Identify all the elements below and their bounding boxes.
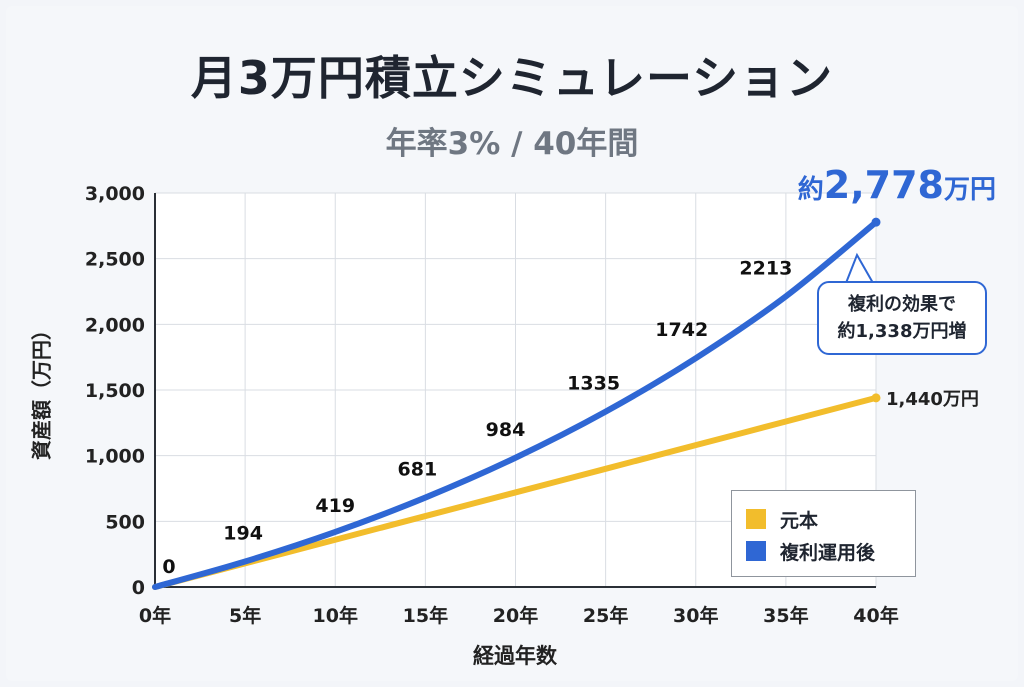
x-tick-label: 0年 <box>139 604 171 627</box>
compound-end-point <box>871 217 881 227</box>
final-value-suffix: 万円 <box>943 175 996 205</box>
y-tick-label: 1,500 <box>85 380 145 402</box>
callout-line-1: 複利の効果で <box>848 294 956 315</box>
y-tick-label: 3,000 <box>85 183 145 205</box>
series-line-compound <box>152 219 879 590</box>
y-tick-label: 2,500 <box>85 249 145 271</box>
final-value-prefix: 約 <box>797 175 824 205</box>
x-tick-label: 20年 <box>493 604 538 627</box>
legend-item-principal: 元本 <box>746 507 819 532</box>
data-label: 681 <box>398 459 438 481</box>
data-labels: 0 194 419 681 984 1335 1742 2213 <box>162 257 792 578</box>
data-label: 1335 <box>567 373 620 395</box>
end-labels: 1,440万円 <box>871 217 979 410</box>
chart-title: 月3万円積立シミュレーション <box>190 51 834 105</box>
principal-end-point <box>871 393 881 403</box>
data-label: 0 <box>162 556 175 578</box>
y-tick-label: 1,000 <box>85 446 145 468</box>
x-axis-label: 経過年数 <box>473 644 557 668</box>
x-tick-label: 35年 <box>763 604 808 627</box>
y-tick-label: 0 <box>132 577 145 599</box>
y-tick-labels: 0 500 1,000 1,500 2,000 2,500 3,000 <box>85 183 145 599</box>
y-tick-label: 500 <box>105 511 145 533</box>
axes <box>154 193 876 588</box>
x-tick-label: 15年 <box>403 604 448 627</box>
y-tick-label: 2,000 <box>85 314 145 336</box>
legend-swatch-compound <box>746 541 766 561</box>
callout-line-2: 約1,338万円増 <box>837 321 967 342</box>
legend-label-principal: 元本 <box>780 509 819 532</box>
principal-end-label: 1,440万円 <box>886 389 979 410</box>
legend: 元本 複利運用後 <box>731 490 916 577</box>
data-label: 1742 <box>655 319 708 341</box>
x-tick-label: 30年 <box>673 604 718 627</box>
series-lines <box>152 219 879 590</box>
x-tick-labels: 0年 5年 10年 15年 20年 25年 30年 35年 40年 <box>139 604 899 627</box>
x-tick-label: 10年 <box>313 604 358 627</box>
legend-label-compound: 複利運用後 <box>780 541 876 564</box>
chart-subtitle: 年率3% / 40年間 <box>385 126 639 162</box>
y-axis-label: 資産額（万円） <box>29 320 54 460</box>
series-line-principal <box>152 394 879 590</box>
legend-item-compound: 複利運用後 <box>746 539 876 564</box>
compound-effect-callout: 複利の効果で 約1,338万円増 <box>817 281 987 355</box>
final-value-label: 約2,778万円 <box>798 163 996 207</box>
data-label: 194 <box>223 523 263 545</box>
legend-swatch-principal <box>746 509 766 529</box>
data-label: 984 <box>486 419 526 441</box>
x-tick-label: 25年 <box>583 604 628 627</box>
x-tick-label: 40年 <box>853 604 898 627</box>
final-value-number: 2,778 <box>823 163 944 207</box>
data-label: 2213 <box>739 257 792 279</box>
x-tick-label: 5年 <box>229 604 261 627</box>
data-label: 419 <box>315 495 355 517</box>
